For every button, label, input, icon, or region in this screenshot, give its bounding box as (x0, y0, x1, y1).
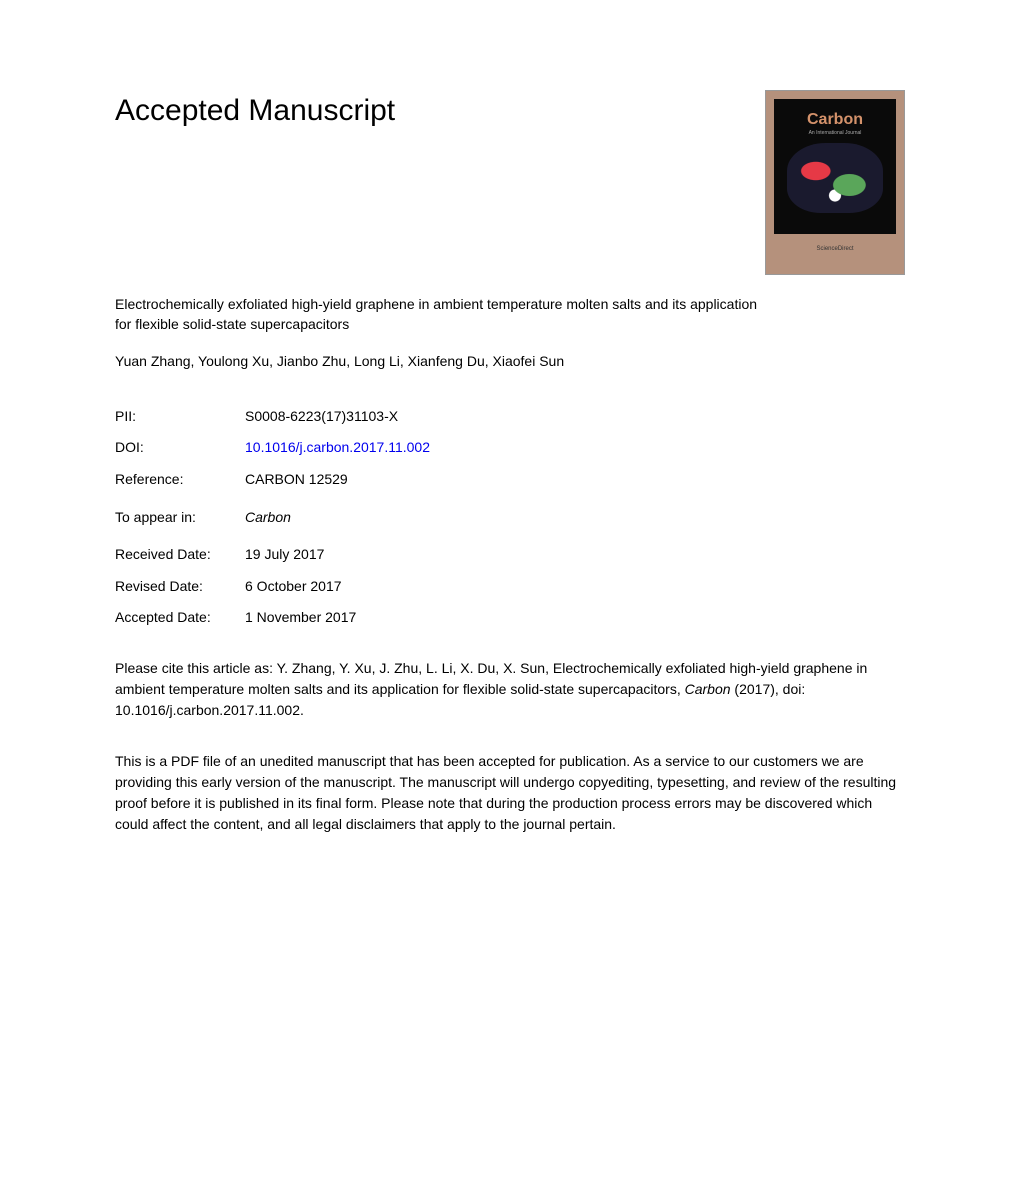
received-value: 19 July 2017 (245, 545, 324, 565)
article-title: Electrochemically exfoliated high-yield … (115, 295, 775, 334)
article-authors: Yuan Zhang, Youlong Xu, Jianbo Zhu, Long… (115, 352, 905, 372)
metadata-row-revised: Revised Date: 6 October 2017 (115, 577, 905, 597)
cover-journal-name: Carbon (807, 109, 863, 131)
citation-journal: Carbon (685, 681, 731, 697)
pii-label: PII: (115, 407, 245, 427)
pii-value: S0008-6223(17)31103-X (245, 407, 398, 427)
metadata-row-reference: Reference: CARBON 12529 (115, 470, 905, 490)
accepted-label: Accepted Date: (115, 608, 245, 628)
reference-label: Reference: (115, 470, 245, 490)
reference-value: CARBON 12529 (245, 470, 348, 490)
doi-link[interactable]: 10.1016/j.carbon.2017.11.002 (245, 438, 430, 458)
cover-graphic (787, 143, 884, 213)
accepted-value: 1 November 2017 (245, 608, 356, 628)
cover-inner: Carbon An International Journal (774, 99, 896, 234)
cover-subtitle: An International Journal (809, 131, 862, 137)
revised-value: 6 October 2017 (245, 577, 342, 597)
appear-value: Carbon (245, 508, 291, 528)
metadata-row-doi: DOI: 10.1016/j.carbon.2017.11.002 (115, 438, 905, 458)
revised-label: Revised Date: (115, 577, 245, 597)
journal-cover-thumbnail: Carbon An International Journal ScienceD… (765, 90, 905, 275)
received-label: Received Date: (115, 545, 245, 565)
header-row: Accepted Manuscript Carbon An Internatio… (115, 90, 905, 275)
appear-label: To appear in: (115, 508, 245, 528)
metadata-row-pii: PII: S0008-6223(17)31103-X (115, 407, 905, 427)
metadata-row-received: Received Date: 19 July 2017 (115, 545, 905, 565)
cover-footer: ScienceDirect (816, 234, 853, 264)
metadata-table: PII: S0008-6223(17)31103-X DOI: 10.1016/… (115, 407, 905, 628)
page-title: Accepted Manuscript (115, 90, 395, 132)
metadata-row-appear: To appear in: Carbon (115, 508, 905, 528)
doi-label: DOI: (115, 438, 245, 458)
disclaimer-text: This is a PDF file of an unedited manusc… (115, 751, 905, 835)
citation-text: Please cite this article as: Y. Zhang, Y… (115, 658, 905, 721)
metadata-row-accepted: Accepted Date: 1 November 2017 (115, 608, 905, 628)
